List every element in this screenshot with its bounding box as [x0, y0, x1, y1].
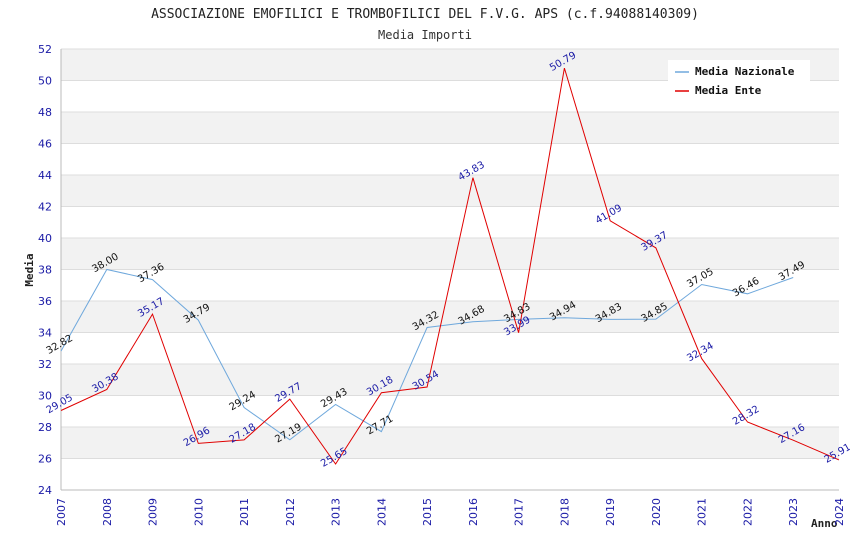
- background-band: [61, 458, 839, 490]
- background-band: [61, 143, 839, 175]
- background-band: [61, 238, 839, 270]
- y-tick-label: 24: [38, 484, 52, 497]
- x-tick-label: 2009: [147, 498, 160, 526]
- y-tick-label: 40: [38, 232, 52, 245]
- y-tick-label: 50: [38, 75, 52, 88]
- horizontal-gridlines: [61, 48, 839, 491]
- background-band: [61, 206, 839, 238]
- x-tick-label: 2015: [421, 498, 434, 526]
- x-tick-label: 2011: [238, 498, 251, 526]
- series-lines: [60, 67, 840, 465]
- y-tick-label: 46: [38, 138, 52, 151]
- background-band: [61, 112, 839, 144]
- background-band: [61, 175, 839, 207]
- y-tick-label: 42: [38, 201, 52, 214]
- background-band: [61, 364, 839, 396]
- legend-label-ente: Media Ente: [695, 84, 762, 97]
- y-tick-label: 52: [38, 43, 52, 56]
- x-tick-label: 2016: [467, 498, 480, 526]
- x-tick-label: 2018: [558, 498, 571, 526]
- background-band: [61, 332, 839, 364]
- series-line-ente: [60, 67, 840, 465]
- x-tick-label: 2024: [833, 498, 846, 526]
- y-tick-label: 32: [38, 358, 52, 371]
- x-tick-label: 2013: [330, 498, 343, 526]
- y-tick-label: 48: [38, 106, 52, 119]
- y-axis-label: Media: [23, 253, 36, 286]
- axes: [60, 49, 839, 491]
- x-tick-label: 2010: [192, 498, 205, 526]
- y-tick-label: 36: [38, 295, 52, 308]
- background-band: [61, 395, 839, 427]
- series-line-nazionale: [60, 268, 794, 441]
- x-tick-label: 2014: [375, 498, 388, 526]
- chart-title: ASSOCIAZIONE EMOFILICI E TROMBOFILICI DE…: [151, 7, 699, 22]
- y-tick-label: 44: [38, 169, 52, 182]
- y-tick-labels: 24 26 28 30 32 34 36 38 40 42 44 46 48 50 52: [38, 43, 52, 497]
- legend-box: [668, 60, 810, 104]
- x-axis-label: Anno: [811, 517, 838, 530]
- y-tick-label: 38: [38, 264, 52, 277]
- x-tick-label: 2020: [650, 498, 663, 526]
- y-tick-label: 30: [38, 390, 52, 403]
- x-tick-label: 2021: [696, 498, 709, 526]
- x-tick-label: 2023: [787, 498, 800, 526]
- y-tick-label: 34: [38, 327, 52, 340]
- background-band: [61, 427, 839, 459]
- x-tick-label: 2019: [604, 498, 617, 526]
- background-band: [61, 269, 839, 301]
- x-tick-label: 2007: [55, 498, 68, 526]
- chart-subtitle: Media Importi: [378, 28, 472, 42]
- x-tick-label: 2017: [513, 498, 526, 526]
- y-tick-label: 26: [38, 453, 52, 466]
- x-tick-label: 2022: [741, 498, 754, 526]
- x-tick-label: 2008: [101, 498, 114, 526]
- y-tick-label: 28: [38, 421, 52, 434]
- x-tick-label: 2012: [284, 498, 297, 526]
- background-band: [61, 301, 839, 333]
- legend: Media Nazionale Media Ente: [668, 60, 810, 104]
- x-tick-labels: 2007 2008 2009 2010 2011 2012 2013 2014 2015 2016…: [55, 498, 846, 526]
- legend-label-nazionale: Media Nazionale: [695, 65, 795, 78]
